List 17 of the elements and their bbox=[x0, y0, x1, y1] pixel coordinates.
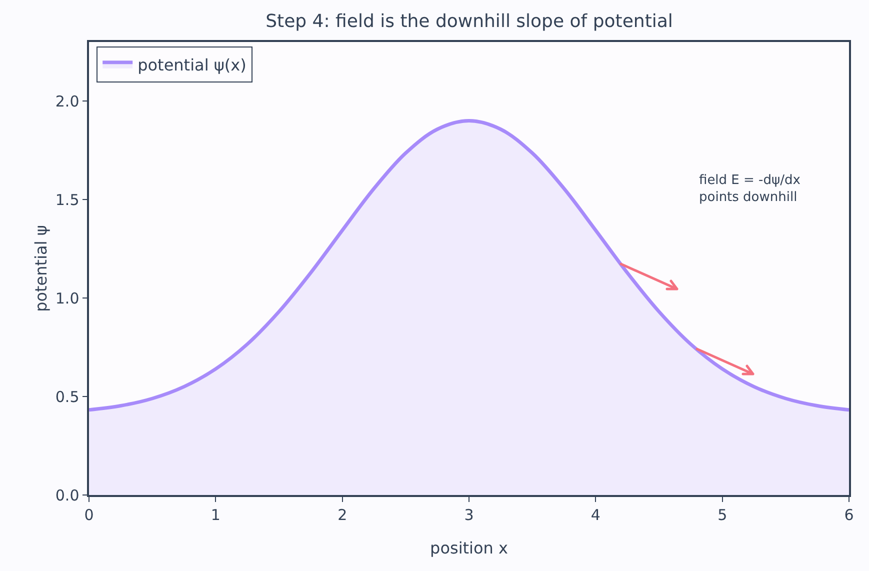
x-tick-label: 5 bbox=[718, 506, 728, 524]
y-tick-label: 0.5 bbox=[55, 388, 80, 406]
y-axis-title: potential ψ bbox=[32, 225, 50, 312]
x-tick-label: 6 bbox=[844, 506, 854, 524]
y-tick-label: 1.0 bbox=[55, 289, 80, 308]
x-tick-label: 1 bbox=[210, 506, 220, 524]
x-axis-title: position x bbox=[430, 538, 508, 558]
y-tick-label: 0.0 bbox=[55, 486, 80, 504]
y-tick-label: 1.5 bbox=[55, 190, 80, 209]
x-tick-label: 4 bbox=[590, 506, 600, 524]
annotation: field E = -dψ/dx points downhill bbox=[699, 173, 801, 205]
y-tick-label: 2.0 bbox=[55, 92, 80, 110]
legend-label: potential ψ(x) bbox=[138, 56, 246, 75]
x-tick-label: 3 bbox=[464, 506, 474, 524]
x-tick-label: 0 bbox=[84, 506, 94, 524]
x-tick-label: 2 bbox=[338, 506, 348, 524]
chart-title: Step 4: field is the downhill slope of potential bbox=[266, 10, 673, 32]
